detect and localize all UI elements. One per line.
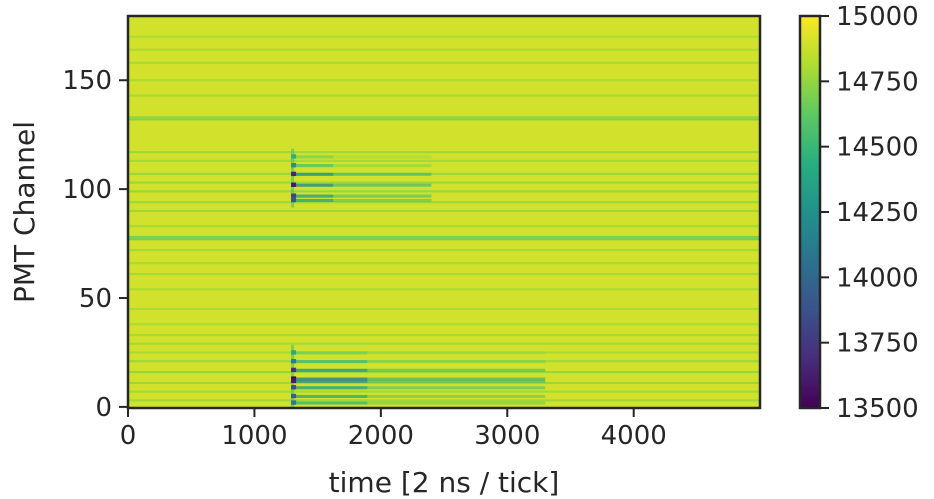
pulse-onset	[291, 359, 297, 364]
colorbar-tick-label: 13500	[836, 394, 919, 424]
channel-stripe	[128, 118, 760, 121]
x-tick-label: 2000	[348, 421, 414, 451]
pulse-mid	[291, 386, 368, 390]
channel-stripe	[128, 370, 760, 374]
channel-stripe	[128, 116, 760, 119]
pulse-mid	[291, 194, 334, 198]
pulse-tail	[291, 360, 546, 364]
pulse-onset	[291, 163, 297, 168]
pulse-tail	[291, 164, 432, 168]
channel-stripe	[128, 94, 760, 97]
y-tick-label: 0	[95, 393, 112, 423]
channel-stripe	[128, 381, 760, 385]
x-tick-label: 3000	[474, 421, 540, 451]
x-tick-label: 0	[120, 421, 137, 451]
channel-stripe	[128, 288, 760, 291]
y-tick-label: 50	[79, 284, 112, 314]
pulse-mid	[291, 379, 368, 383]
channel-stripe	[128, 79, 760, 82]
x-tick-label: 1000	[221, 421, 287, 451]
x-axis-label: time [2 ns / tick]	[329, 466, 560, 499]
channel-stripe	[128, 333, 760, 337]
channel-stripe	[128, 61, 760, 64]
y-axis: 0 50 100 150	[62, 66, 128, 423]
pulse-onset	[291, 171, 297, 177]
pulse-tail	[291, 394, 546, 398]
y-axis-label: PMT Channel	[8, 121, 41, 303]
channel-stripe	[128, 323, 760, 326]
pulse-mid	[291, 164, 334, 168]
channel-stripe	[128, 342, 760, 345]
y-tick-label: 100	[62, 175, 112, 205]
channel-stripe	[128, 190, 760, 193]
x-axis: 0 1000 2000 3000 4000	[120, 408, 667, 451]
y-tick-label: 150	[62, 66, 112, 96]
pulse-onset	[291, 197, 297, 203]
pulse-onset	[291, 376, 297, 381]
colorbar-tick-label: 14250	[836, 198, 919, 228]
pulse-mid	[291, 401, 368, 405]
colorbar-ticks: 13500 13750 14000 14250 14500 14750 15000	[820, 2, 919, 424]
pulse-tail	[291, 386, 546, 390]
channel-stripe	[128, 235, 760, 239]
pulse-mid	[291, 368, 368, 372]
pulse-mid	[291, 377, 368, 381]
pulse-onset	[291, 182, 297, 187]
channel-stripe	[128, 209, 760, 212]
pulse-mid	[291, 183, 334, 187]
channel-stripe	[128, 201, 760, 204]
pulse-mid	[291, 394, 368, 398]
channel-stripe	[128, 159, 760, 162]
pulse-onset-band	[291, 148, 295, 208]
pulse-onset	[291, 393, 297, 399]
pulse-onset	[291, 378, 297, 383]
channel-stripe	[128, 151, 760, 154]
pulse-onset	[291, 193, 297, 198]
colorbar-fill	[798, 14, 822, 410]
colorbar-tick-label: 14500	[836, 133, 919, 163]
channel-stripe	[128, 249, 760, 252]
channel-stripe	[128, 238, 760, 241]
colorbar-tick-label: 15000	[836, 2, 919, 32]
colorbar: 13500 13750 14000 14250 14500 14750 15000	[798, 2, 919, 424]
channel-stripe	[128, 399, 760, 402]
pulse-mid	[291, 172, 334, 176]
heatmap-plot-area	[128, 16, 760, 408]
pulse-mid	[291, 360, 368, 364]
pulse-groups	[291, 148, 546, 408]
colorbar-tick-label: 14000	[836, 263, 919, 293]
channel-stripe	[128, 225, 760, 228]
pulse-tail	[291, 183, 432, 187]
channel-stripe	[128, 172, 760, 175]
channel-stripe	[128, 48, 760, 51]
pulse-mid	[291, 155, 334, 159]
pulse-tail	[291, 368, 546, 372]
pulse-mid	[291, 198, 334, 202]
pulse-tail	[291, 172, 432, 176]
channel-stripe	[128, 272, 760, 276]
pulse-tail	[291, 351, 546, 355]
pulse-mid	[291, 351, 368, 355]
colorbar-tick-label: 13750	[836, 329, 919, 359]
x-tick-label: 4000	[601, 421, 667, 451]
channel-stripe	[128, 307, 760, 310]
pulse-tail	[291, 194, 432, 198]
pulse-tail	[291, 379, 546, 383]
plot-frame	[126, 14, 762, 410]
pulse-onset	[291, 367, 297, 373]
channel-stripe	[128, 390, 760, 393]
pulse-tail	[291, 155, 432, 159]
pulse-onset	[291, 400, 297, 405]
channel-stripe	[128, 262, 760, 265]
pulse-onset	[291, 350, 297, 355]
pulse-onset	[291, 385, 297, 390]
pulse-onset	[291, 154, 297, 159]
pulse-tail	[291, 198, 432, 202]
pulse-tail	[291, 377, 546, 381]
channel-stripe	[128, 35, 760, 38]
pulse-tail	[291, 401, 546, 405]
colorbar-tick-label: 14750	[836, 67, 919, 97]
channel-stripe	[128, 181, 760, 184]
